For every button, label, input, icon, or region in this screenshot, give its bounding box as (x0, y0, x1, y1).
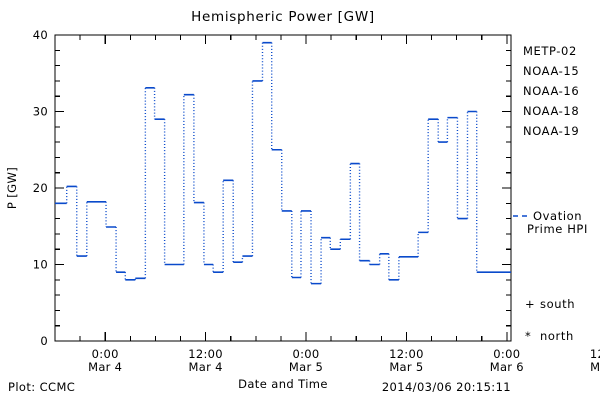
x-tick-label-time: 12:00 (188, 347, 223, 361)
series-step-levels (55, 41, 511, 285)
x-axis-label: Date and Time (238, 377, 328, 391)
legend-symbol-glyph-north: * (525, 329, 531, 343)
y-axis-label: P [GW] (5, 167, 19, 209)
x-tick-label-time: 0:00 (292, 347, 319, 361)
chart-title: Hemispheric Power [GW] (191, 9, 375, 25)
legend-item-metp-02[interactable]: METP-02 (523, 44, 577, 58)
x-tick-label-time: 0:00 (92, 347, 119, 361)
series-vertical-connectors (66, 42, 478, 284)
x-tick-label-time: 12:00 (389, 347, 424, 361)
y-tick-label: 0 (40, 334, 48, 348)
y-tick-label: 30 (33, 105, 48, 119)
x-tick-label-date: Mar 5 (289, 360, 323, 374)
plot-frame (54, 34, 512, 342)
x-tick-label-date: Mar 5 (389, 360, 423, 374)
plot-credit: Plot: CCMC (8, 380, 75, 394)
x-tick-label-date: Mar 6 (590, 360, 600, 374)
y-tick-label: 10 (33, 258, 48, 272)
y-tick-label: 20 (33, 181, 48, 195)
legend-item-noaa-19[interactable]: NOAA-19 (523, 124, 579, 138)
legend-symbol-label-south: south (540, 297, 575, 311)
x-tick-label-date: Mar 6 (490, 360, 524, 374)
legend-symbol-glyph-south: + (525, 297, 535, 311)
x-tick-label-date: Mar 4 (88, 360, 122, 374)
legend-item-noaa-16[interactable]: NOAA-16 (523, 84, 579, 98)
series-ovation-prime-hpi (55, 41, 511, 285)
x-tick-label-date: Mar 4 (189, 360, 223, 374)
legend-item-noaa-15[interactable]: NOAA-15 (523, 64, 579, 78)
x-tick-label-time: 0:00 (493, 347, 520, 361)
x-tick-label-time: 12:00 (590, 347, 600, 361)
legend-ovation-label-line1[interactable]: Ovation (533, 209, 582, 223)
plot-timestamp: 2014/03/06 20:15:11 (382, 380, 511, 394)
legend-symbol-label-north: north (540, 329, 574, 343)
y-tick-label: 40 (33, 28, 48, 42)
legend-item-noaa-18[interactable]: NOAA-18 (523, 104, 579, 118)
legend-ovation-label-line2[interactable]: Prime HPI (527, 222, 588, 236)
